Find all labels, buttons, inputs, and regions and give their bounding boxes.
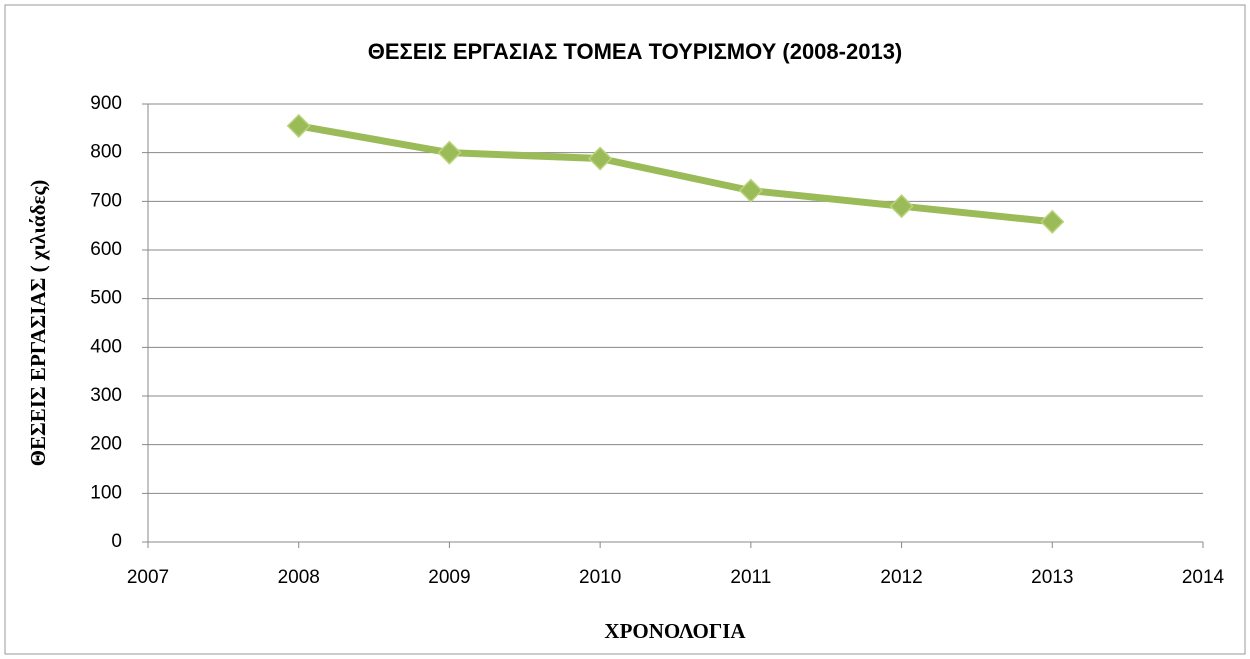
chart-border: [4, 4, 1246, 655]
x-tick-label: 2013: [1031, 567, 1073, 588]
x-tick-label: 2014: [1182, 567, 1225, 588]
y-tick-label: 900: [90, 93, 122, 114]
chart-title: ΘΕΣΕΙΣ ΕΡΓΑΣΙΑΣ ΤΟΜΕΑ ΤΟΥΡΙΣΜΟΥ (2008-20…: [368, 39, 903, 64]
x-tick-label: 2012: [880, 567, 922, 588]
x-tick-label: 2008: [278, 567, 320, 588]
marker: [738, 178, 763, 203]
marker: [889, 194, 914, 219]
y-axis-label: ΘΕΣΕΙΣ ΕΡΓΑΣΙΑΣ ( χιλιάδες): [26, 180, 50, 467]
marker: [1040, 209, 1065, 234]
x-axis-label: ΧΡΟΝΟΛΟΓΙΑ: [604, 619, 746, 643]
x-tick-label: 2009: [428, 567, 470, 588]
marker: [588, 146, 613, 171]
y-tick-label: 700: [90, 190, 122, 211]
marker: [286, 113, 311, 138]
x-tick-label: 2011: [730, 567, 771, 588]
y-tick-label: 800: [90, 142, 122, 163]
x-tick-label: 2010: [579, 567, 621, 588]
y-tick-label: 400: [90, 336, 122, 357]
y-tick-label: 300: [90, 385, 122, 406]
y-tick-label: 200: [90, 434, 122, 455]
line: [298, 122, 1053, 226]
y-tick-label: 500: [90, 288, 122, 309]
y-tick-label: 100: [90, 482, 122, 503]
x-tick-label: 2007: [127, 567, 169, 588]
y-tick-label: 0: [111, 531, 122, 552]
y-tick-label: 600: [90, 239, 122, 260]
marker: [437, 140, 462, 165]
